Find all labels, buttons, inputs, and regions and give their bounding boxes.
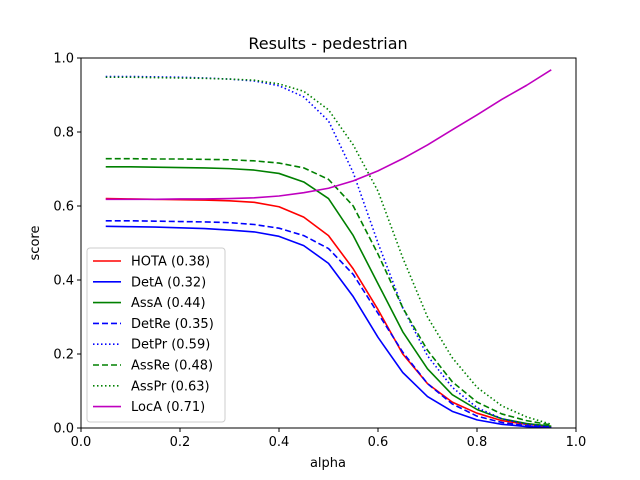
y-tick-label: 0.4: [53, 274, 74, 289]
y-tick-label: 0.0: [53, 422, 74, 437]
legend-entry: LocA (0.71): [131, 400, 205, 415]
legend-entry: AssRe (0.48): [131, 359, 213, 374]
y-tick-label: 0.2: [53, 348, 74, 363]
legend-entry: AssA (0.44): [131, 296, 206, 311]
x-axis-label: alpha: [310, 456, 346, 471]
y-tick-label: 1.0: [53, 52, 74, 67]
plot-frame: [80, 57, 577, 429]
y-axis-ticks: 0.0 0.2 0.4 0.6 0.8 1.0: [53, 52, 81, 437]
series-line-6: [105, 157, 552, 426]
series-line-4: [105, 220, 552, 429]
x-tick-label: 0.0: [71, 435, 92, 450]
legend-entry: HOTA (0.38): [131, 255, 210, 270]
legend-entry: DetRe (0.35): [131, 317, 214, 332]
legend-entry: AssPr (0.63): [131, 379, 210, 394]
legend-entry: DetA (0.32): [131, 275, 206, 290]
legend: HOTA (0.38) DetA (0.32) AssA (0.44) DetRe (…: [86, 247, 226, 423]
series-line-8: [105, 69, 552, 201]
x-axis-ticks: 0.0 0.2 0.4 0.6 0.8 1.0: [71, 428, 587, 450]
y-axis-label: score: [28, 226, 43, 261]
y-tick-label: 0.8: [53, 126, 74, 141]
x-tick-label: 1.0: [566, 435, 587, 450]
x-tick-label: 0.6: [368, 435, 389, 450]
legend-entry: DetPr (0.59): [131, 338, 210, 353]
x-tick-label: 0.2: [170, 435, 191, 450]
legend-box: [86, 247, 226, 423]
series-line-3: [105, 165, 552, 427]
x-tick-label: 0.4: [269, 435, 290, 450]
x-tick-label: 0.8: [467, 435, 488, 450]
chart-title: Results - pedestrian: [248, 34, 407, 53]
y-tick-label: 0.6: [53, 200, 74, 215]
series-line-2: [105, 225, 552, 429]
plot-lines: [105, 69, 552, 429]
